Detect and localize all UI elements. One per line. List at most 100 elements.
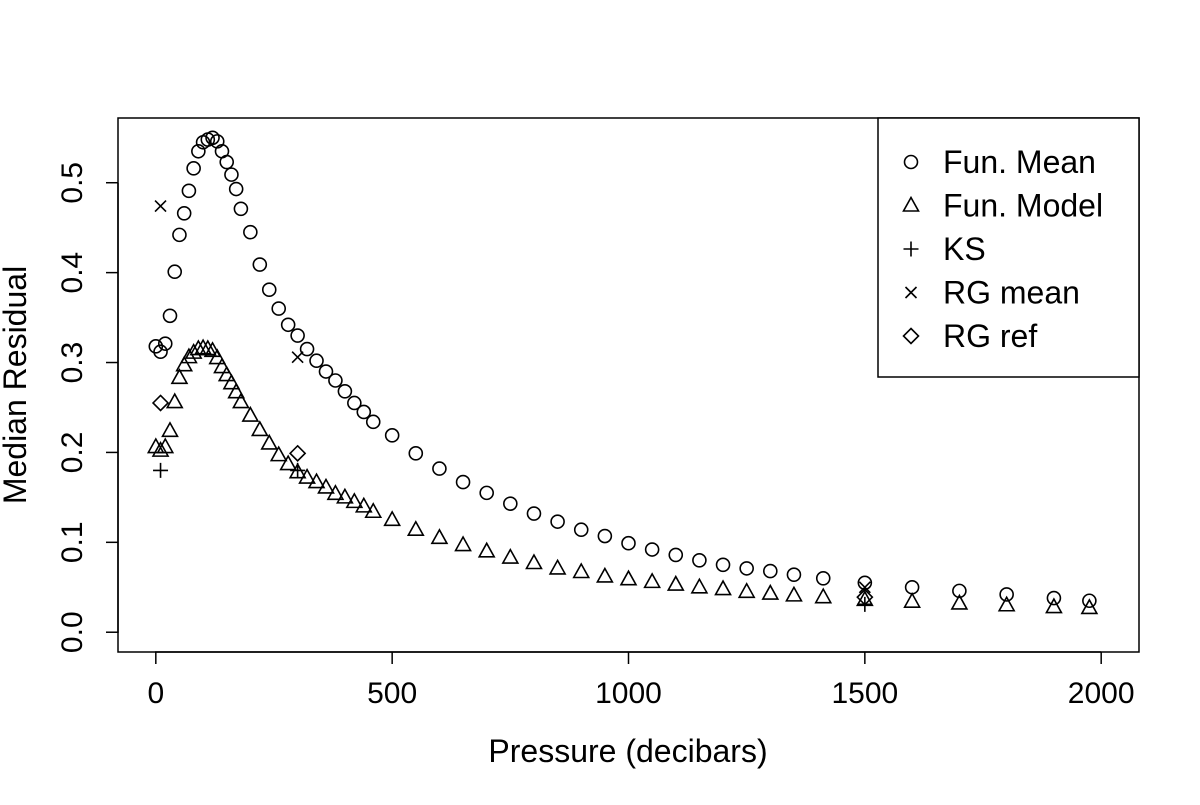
- data-point: [572, 562, 591, 579]
- data-point: [345, 492, 364, 509]
- data-point: [952, 583, 967, 599]
- data-point: [786, 567, 802, 582]
- data-point: [317, 477, 335, 494]
- data-point: [503, 496, 518, 511]
- data-point: [309, 353, 324, 369]
- legend-label: Fun. Mean: [943, 144, 1096, 180]
- series-2: [153, 462, 873, 612]
- data-point: [198, 339, 217, 356]
- data-point: [162, 308, 178, 324]
- data-point: [217, 365, 236, 382]
- y-axis-title: Median Residual: [0, 266, 33, 504]
- legend-marker-cross: [904, 286, 918, 299]
- data-point: [328, 373, 343, 388]
- series-0: [148, 130, 1097, 609]
- data-point: [337, 383, 353, 399]
- data-point: [291, 351, 304, 364]
- data-point: [408, 446, 424, 461]
- data-point: [153, 344, 168, 360]
- data-point: [354, 496, 373, 513]
- data-point: [176, 205, 192, 221]
- y-tick-label: 0.3: [56, 342, 89, 384]
- data-point: [596, 566, 614, 583]
- data-point: [785, 585, 803, 602]
- data-point: [243, 224, 258, 240]
- data-point: [644, 542, 660, 557]
- data-point: [157, 336, 173, 351]
- data-point: [151, 440, 170, 457]
- data-point: [288, 444, 307, 462]
- legend-box: [877, 117, 1140, 378]
- data-point: [250, 420, 269, 437]
- data-point: [501, 547, 520, 564]
- data-point: [714, 579, 732, 596]
- data-point: [241, 405, 260, 422]
- data-point: [203, 341, 222, 358]
- data-point: [525, 553, 543, 570]
- data-point: [219, 154, 235, 170]
- data-point: [298, 467, 316, 484]
- data-point: [761, 583, 780, 600]
- data-point: [189, 339, 208, 356]
- data-point: [336, 487, 354, 504]
- legend: Fun. Mean Fun. Model KS RG mean RG ref: [877, 117, 1140, 378]
- data-point: [1045, 597, 1063, 614]
- data-point: [165, 392, 184, 409]
- data-point: [172, 227, 187, 243]
- data-point: [180, 347, 198, 364]
- y-tick-label: 0.5: [56, 162, 89, 204]
- data-point: [737, 582, 756, 599]
- data-point: [205, 130, 220, 146]
- x-tick-label: 1000: [595, 677, 662, 710]
- data-point: [271, 301, 287, 316]
- legend-label: RG mean: [943, 275, 1080, 311]
- y-axis: 0.0 0.1 0.2 0.3 0.4 0.5: [56, 162, 119, 653]
- data-point: [621, 535, 636, 551]
- data-point: [170, 368, 189, 385]
- data-point: [347, 395, 362, 411]
- series-3: [154, 200, 871, 594]
- series-1: [146, 338, 1099, 615]
- series-4: [151, 394, 874, 606]
- data-point: [619, 569, 638, 586]
- data-point: [814, 587, 833, 604]
- data-point: [597, 528, 613, 544]
- data-point: [232, 392, 250, 409]
- x-axis-title: Pressure (decibars): [488, 733, 767, 769]
- legend-marker-circle: [903, 154, 919, 170]
- data-point: [228, 181, 244, 197]
- data-point: [222, 373, 241, 390]
- data-point: [260, 433, 279, 450]
- data-point: [815, 570, 831, 586]
- data-point: [477, 541, 496, 558]
- data-point: [252, 257, 268, 272]
- data-marks: [146, 130, 1099, 615]
- data-point: [213, 357, 231, 374]
- data-point: [690, 577, 709, 594]
- data-point: [692, 553, 707, 568]
- data-point: [573, 522, 589, 538]
- data-point: [903, 592, 921, 608]
- data-point: [668, 547, 684, 563]
- data-point: [290, 328, 305, 343]
- data-point: [191, 143, 206, 159]
- data-point: [280, 317, 296, 333]
- data-point: [550, 514, 565, 529]
- data-point: [526, 506, 542, 521]
- data-point: [715, 557, 731, 573]
- data-point: [365, 414, 381, 430]
- x-tick-label: 500: [367, 677, 417, 710]
- data-point: [858, 581, 871, 594]
- legend-label: KS: [943, 231, 986, 267]
- data-point: [666, 574, 685, 591]
- data-point: [364, 502, 383, 519]
- data-point: [181, 183, 197, 199]
- legend-marker-plus: [903, 241, 919, 257]
- data-point: [233, 201, 249, 217]
- data-point: [279, 454, 298, 471]
- data-point: [161, 421, 179, 438]
- data-point: [455, 474, 471, 490]
- data-point: [904, 579, 920, 595]
- data-point: [548, 558, 567, 575]
